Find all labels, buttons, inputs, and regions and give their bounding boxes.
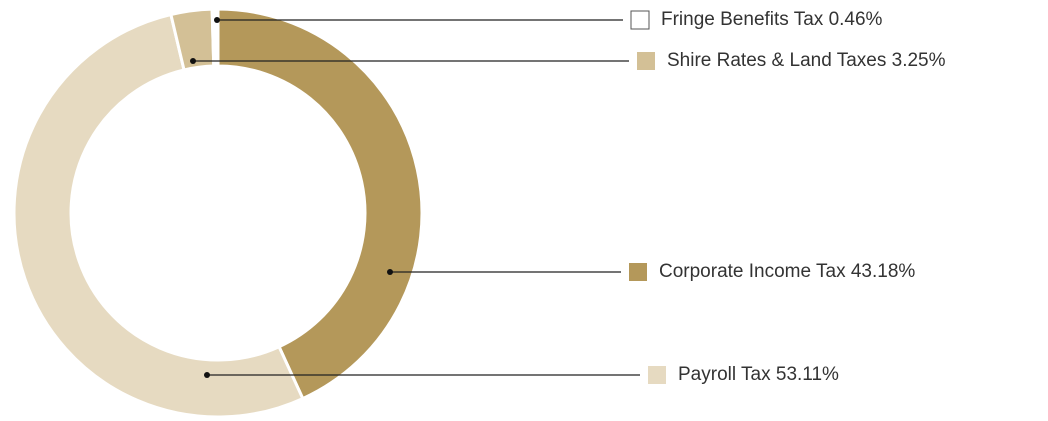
donut-slice bbox=[216, 7, 424, 401]
leader-dot bbox=[214, 17, 220, 23]
legend-swatch bbox=[630, 10, 650, 30]
legend-value: 43.18% bbox=[851, 261, 916, 282]
leader-dot bbox=[204, 372, 210, 378]
legend-name: Fringe Benefits Tax bbox=[661, 9, 824, 30]
donut-slice bbox=[12, 12, 305, 419]
legend-label: Shire Rates & Land Taxes 3.25% bbox=[667, 50, 946, 71]
legend-name: Corporate Income Tax bbox=[659, 261, 846, 282]
legend-value: 3.25% bbox=[892, 50, 946, 71]
legend-name: Payroll Tax bbox=[678, 364, 771, 385]
legend-swatch bbox=[637, 52, 655, 70]
legend-label: Fringe Benefits Tax 0.46% bbox=[661, 9, 883, 30]
legend-name: Shire Rates & Land Taxes bbox=[667, 50, 886, 71]
legend-swatch bbox=[648, 366, 666, 384]
legend-value: 53.11% bbox=[776, 364, 839, 385]
legend-value: 0.46% bbox=[829, 9, 883, 30]
legend-label: Payroll Tax 53.11% bbox=[678, 364, 839, 385]
legend-label: Corporate Income Tax 43.18% bbox=[659, 261, 915, 282]
donut-slice bbox=[210, 7, 220, 68]
leader-dot bbox=[190, 58, 196, 64]
legend-swatch bbox=[629, 263, 647, 281]
leader-dot bbox=[387, 269, 393, 275]
